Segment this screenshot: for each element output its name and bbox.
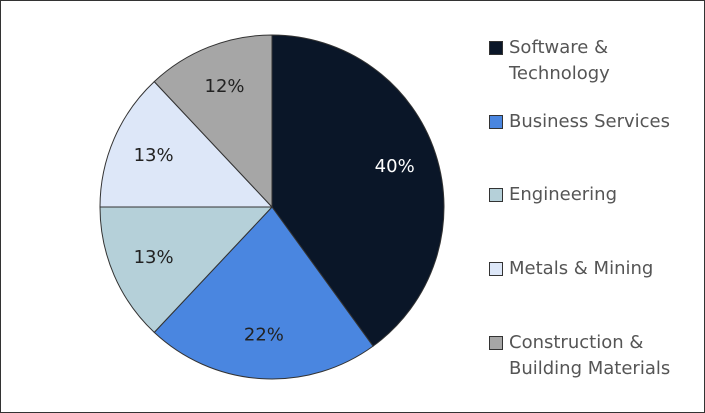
legend-label: Software & Technology	[509, 37, 610, 84]
legend-item: Metals & Mining	[489, 256, 694, 282]
pie-slice	[99, 80, 274, 208]
legend-item: Construction & Building Materials	[489, 330, 694, 382]
legend-swatch	[489, 41, 503, 55]
legend-label: Construction & Building Materials	[509, 332, 671, 379]
legend-swatch	[489, 188, 503, 202]
legend-item: Business Services	[489, 109, 694, 135]
data-label: 13%	[134, 247, 174, 268]
pie-slice	[99, 206, 274, 334]
legend-label: Engineering	[509, 184, 617, 205]
data-label: 12%	[205, 76, 245, 97]
pie-slice	[271, 34, 445, 347]
pie-slice	[153, 34, 273, 209]
pie-slice	[153, 206, 374, 380]
data-label: 22%	[244, 325, 284, 346]
legend-item: Software & Technology	[489, 35, 694, 87]
data-label: 13%	[134, 145, 174, 166]
legend-label: Metals & Mining	[509, 258, 654, 279]
legend-swatch	[489, 115, 503, 129]
legend-swatch	[489, 336, 503, 350]
legend-item: Engineering	[489, 182, 694, 208]
legend-swatch	[489, 262, 503, 276]
legend-label: Business Services	[509, 111, 670, 132]
data-label: 40%	[375, 156, 415, 177]
